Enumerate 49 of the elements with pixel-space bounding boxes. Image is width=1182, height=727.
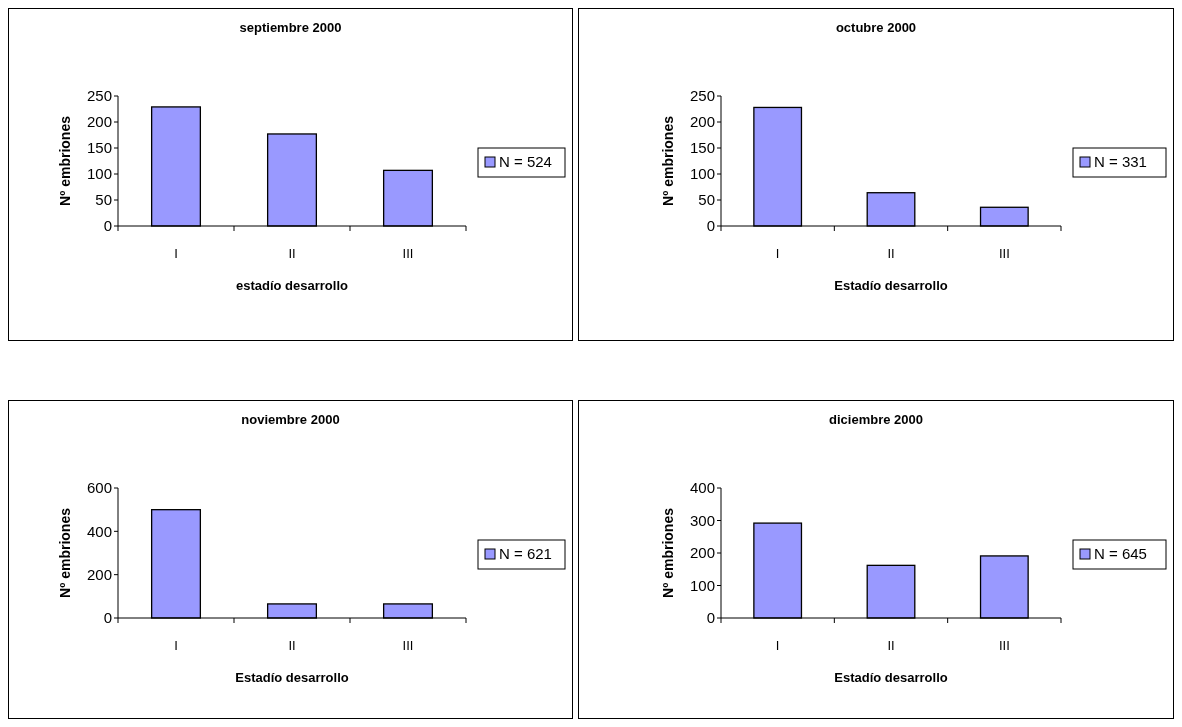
y-axis-title: Nº embriones <box>57 115 73 206</box>
y-tick-label: 100 <box>689 576 715 594</box>
x-tick-label: I <box>174 246 178 261</box>
x-axis-title: Estadío desarrollo <box>834 670 948 685</box>
legend-label: N = 621 <box>499 545 552 563</box>
y-axis-title: Nº embriones <box>660 115 676 206</box>
x-tick-label: II <box>887 246 895 261</box>
y-tick-label: 0 <box>103 609 112 627</box>
x-tick-label: I <box>174 638 178 653</box>
y-tick-label: 100 <box>689 165 715 183</box>
x-tick-label: III <box>998 638 1010 653</box>
y-tick-label: 0 <box>706 609 715 627</box>
x-tick-label: I <box>775 638 780 653</box>
chart-title: noviembre 2000 <box>241 412 340 427</box>
chart-title: octubre 2000 <box>835 20 917 35</box>
chart-title: diciembre 2000 <box>829 412 923 427</box>
y-tick-label: 400 <box>86 522 112 540</box>
y-tick-label: 150 <box>689 139 715 157</box>
y-tick-label: 200 <box>86 113 112 131</box>
y-tick-label: 600 <box>86 479 112 497</box>
legend-label: N = 331 <box>1094 153 1147 171</box>
x-tick-label: II <box>288 246 296 261</box>
chart-title: septiembre 2000 <box>239 20 342 35</box>
legend-label: N = 524 <box>499 153 552 171</box>
y-axis-title: Nº embriones <box>660 507 676 598</box>
x-axis-title: Estadío desarrollo <box>834 278 948 293</box>
y-tick-label: 250 <box>86 87 112 105</box>
y-tick-label: 0 <box>706 217 715 235</box>
y-tick-label: 50 <box>698 191 715 209</box>
x-tick-label: III <box>998 246 1010 261</box>
legend-label: N = 645 <box>1094 545 1147 563</box>
x-tick-label: III <box>402 638 414 653</box>
x-axis-title: Estadío desarrollo <box>235 670 349 685</box>
y-tick-label: 300 <box>689 511 715 529</box>
y-tick-label: 200 <box>689 544 715 562</box>
y-tick-label: 200 <box>86 565 112 583</box>
y-axis-title: Nº embriones <box>57 507 73 598</box>
y-tick-label: 400 <box>689 479 715 497</box>
y-tick-label: 200 <box>689 113 715 131</box>
y-tick-label: 250 <box>689 87 715 105</box>
x-tick-label: III <box>402 246 414 261</box>
y-tick-label: 150 <box>86 139 112 157</box>
x-tick-label: II <box>288 638 296 653</box>
y-tick-label: 50 <box>95 191 112 209</box>
x-axis-title: estadío desarrollo <box>236 278 349 293</box>
x-tick-label: I <box>775 246 780 261</box>
x-tick-label: II <box>887 638 895 653</box>
y-tick-label: 100 <box>86 165 112 183</box>
y-tick-label: 0 <box>103 217 112 235</box>
